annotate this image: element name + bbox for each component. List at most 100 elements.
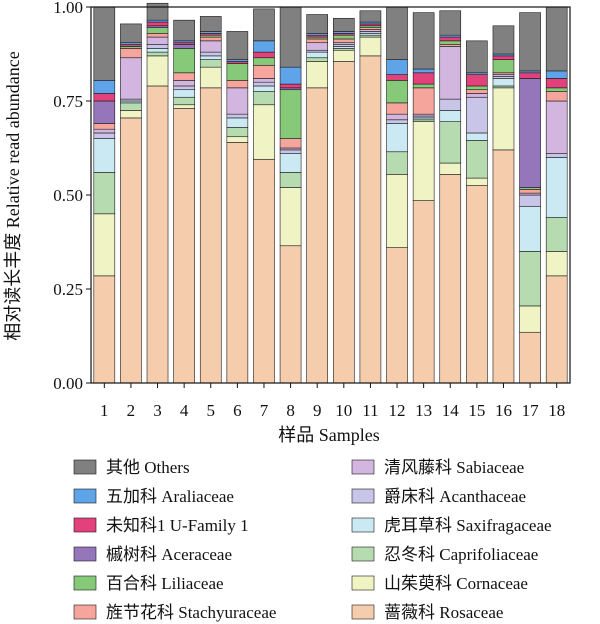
bar-segment [333, 34, 355, 40]
bar-segment [333, 17, 355, 32]
x-tick-label: 8 [286, 401, 295, 420]
legend-label: 蔷薇科 Rosaceae [384, 603, 503, 622]
bar-segment [199, 59, 222, 68]
bar-segment [439, 174, 462, 384]
bar-segment [226, 63, 249, 81]
bar-segment [492, 78, 515, 87]
bar-segment [439, 121, 462, 164]
bar-segment [386, 247, 408, 384]
bar-segment [386, 102, 408, 115]
x-tick-label: 12 [389, 401, 406, 420]
bar-segment [120, 23, 142, 44]
legend: 其他 Others 五加科 Araliaceae 未知科1 U-Family 1 槭树… [73, 458, 552, 622]
x-tick-label: 13 [415, 401, 432, 420]
bar-segment [412, 200, 435, 384]
bar-segment [545, 153, 568, 158]
bar-segment [279, 245, 302, 384]
bar-segment [279, 6, 302, 68]
bar-segment [439, 110, 462, 122]
legend-swatch [351, 604, 375, 620]
bar-segment [466, 132, 488, 141]
bar-segment [173, 89, 195, 98]
legend-label: 爵床科 Acanthaceae [384, 487, 526, 506]
bar-segment [519, 189, 541, 194]
bar-segment [519, 251, 541, 307]
legend-swatch [73, 604, 97, 620]
bar-segment [226, 87, 249, 115]
bar-segment [492, 25, 515, 55]
bar-segment [226, 31, 249, 60]
x-tick-label: 16 [495, 401, 512, 420]
bar-segment [173, 44, 195, 49]
legend-swatch [73, 459, 97, 475]
bar-segment [333, 49, 355, 62]
legend-label: 忍冬科 Caprifoliaceae [384, 545, 538, 564]
y-tick-label: 1.00 [53, 0, 83, 17]
x-tick-label: 5 [207, 401, 216, 420]
legend-label: 山茱萸科 Cornaceae [384, 574, 528, 593]
x-axis-title: 样品 Samples [278, 425, 380, 445]
bar-segment [93, 123, 116, 130]
bar-segment [173, 85, 195, 91]
legend-swatch [73, 546, 97, 562]
bar-segment [492, 149, 515, 384]
bar-segment [545, 251, 568, 277]
x-tick-label: 6 [233, 401, 242, 420]
bar-segment [93, 132, 116, 139]
bar-segment [412, 68, 435, 74]
legend-swatch [351, 488, 375, 504]
x-tick-label: 1 [100, 401, 109, 420]
bar-segment [173, 108, 195, 384]
bar-segment [253, 81, 275, 87]
legend-label: 虎耳草科 Saxifragaceae [384, 516, 552, 535]
bar-segment [466, 85, 488, 91]
x-tick-label: 11 [362, 401, 378, 420]
bar-segment [306, 51, 328, 59]
bar-segment [386, 123, 408, 153]
bar-segment [545, 157, 568, 218]
bar-segment [253, 91, 275, 106]
bar-segment [386, 113, 408, 121]
bar-segment [173, 48, 195, 74]
y-tick-label: 0.00 [53, 374, 83, 393]
bar-segment [545, 217, 568, 252]
bar-segment [279, 83, 302, 89]
bar-segment [146, 36, 169, 45]
legend-swatch [351, 517, 375, 533]
bar-segment [519, 72, 541, 79]
bar-segment [466, 140, 488, 179]
bar-segment [93, 80, 116, 94]
bar-segment [333, 38, 355, 44]
bar-segment [359, 55, 382, 384]
bar-segment [93, 6, 116, 81]
bar-segment [306, 87, 328, 384]
bar-segment [93, 93, 116, 102]
bar-segment [519, 12, 541, 72]
bar-segment [173, 80, 195, 87]
bar-segment [199, 55, 222, 60]
bar-segment [466, 96, 488, 134]
x-tick-label: 10 [335, 401, 352, 420]
bar-segment [199, 16, 222, 32]
legend-swatch [73, 517, 97, 533]
legend-label: 旌节花科 Stachyuraceae [106, 603, 276, 622]
bar-segment [412, 121, 435, 201]
legend-swatch [73, 575, 97, 591]
legend-swatch [351, 575, 375, 591]
bar-segment [519, 78, 541, 188]
y-axis-title: 相对读长丰度 Relative read abundance [3, 51, 23, 340]
bar-segment [93, 128, 116, 134]
bar-segment [93, 275, 116, 384]
bar-segment [146, 48, 169, 53]
bar-segment [93, 172, 116, 215]
bar-segment [146, 51, 169, 57]
bar-segment [439, 162, 462, 175]
bar-segment [146, 44, 169, 49]
bar-segment [466, 40, 488, 74]
bar-segment [226, 142, 249, 384]
x-tick-label: 17 [522, 401, 540, 420]
bar-segment [306, 61, 328, 89]
bar-segment [173, 96, 195, 106]
bar-segment [439, 10, 462, 36]
bar-segment [439, 36, 462, 42]
